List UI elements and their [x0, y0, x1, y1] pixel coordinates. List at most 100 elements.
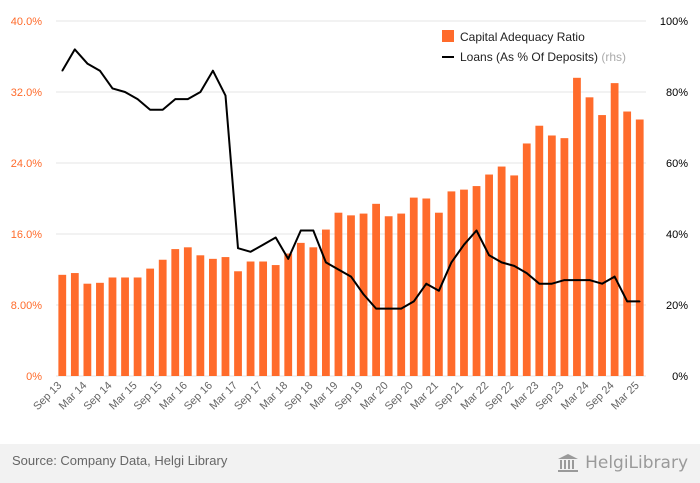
line-point: [475, 229, 478, 232]
line-point: [400, 307, 403, 310]
line-point: [387, 307, 390, 310]
bar: [497, 166, 506, 376]
line-point: [362, 293, 365, 296]
bar: [58, 274, 67, 376]
bar: [472, 186, 481, 376]
line-point: [638, 300, 641, 303]
line-point: [149, 108, 151, 111]
bar: [447, 191, 456, 376]
y-right-tick-label: 20%: [666, 300, 688, 312]
bar: [83, 283, 92, 376]
bar: [460, 189, 468, 376]
line-point: [299, 229, 302, 232]
library-icon: [558, 454, 579, 472]
line-point: [576, 279, 578, 281]
line-point: [274, 236, 277, 239]
line-point: [262, 243, 264, 246]
y-right-tick-label: 40%: [666, 229, 688, 241]
line-point: [337, 268, 340, 271]
bar: [234, 271, 242, 376]
line-point: [174, 98, 177, 100]
line-point: [350, 275, 352, 278]
line-point: [375, 307, 377, 310]
legend-rhs-suffix: (rhs): [601, 50, 626, 64]
y-left-tick-label: 0%: [26, 371, 42, 383]
y-left-tick-label: 40.0%: [11, 16, 42, 28]
line-point: [463, 243, 465, 246]
line-point: [237, 247, 239, 249]
bar: [409, 197, 418, 376]
line-point: [287, 258, 290, 260]
source-note: Source: Company Data, Helgi Library: [12, 453, 228, 468]
y-left-tick-label: 16.0%: [11, 229, 42, 241]
line-point: [111, 87, 114, 90]
footer: Source: Company Data, Helgi Library Helg…: [0, 444, 700, 483]
line-point: [450, 261, 453, 264]
bar: [271, 265, 280, 376]
line-point: [438, 290, 440, 292]
bar: [246, 261, 255, 376]
line-point: [412, 300, 415, 303]
bar: [209, 258, 217, 376]
line-point: [613, 275, 616, 278]
y-left-tick-label: 8.00%: [11, 300, 42, 312]
bar: [422, 198, 431, 376]
bar: [384, 216, 393, 376]
legend-swatch-bar: [442, 30, 454, 42]
chart-svg: 0% 8.00% 16.0% 24.0% 32.0% 40.0% 0% 20% 40% 60% 80…: [11, 16, 688, 413]
bar: [296, 242, 305, 376]
y-left-tick-label: 32.0%: [11, 87, 42, 99]
line-point: [488, 254, 490, 257]
x-tick-label: Mar 25: [609, 380, 642, 413]
line-point: [425, 282, 428, 285]
bar: [108, 277, 117, 376]
bar: [259, 261, 268, 376]
line-point: [563, 279, 566, 281]
bar: [598, 115, 606, 376]
line-point: [99, 69, 101, 72]
line-point: [626, 300, 628, 303]
bar: [560, 138, 569, 376]
line-point: [312, 229, 315, 232]
bar: [547, 135, 556, 376]
legend-label-loans: Loans (As % Of Deposits) (rhs): [460, 50, 626, 64]
line-point: [513, 265, 515, 267]
line-point: [61, 69, 64, 72]
line-point: [224, 94, 227, 97]
bar: [196, 255, 205, 376]
bar: [573, 77, 581, 377]
line-point: [538, 282, 541, 285]
bar: [510, 175, 519, 376]
y-right-tick-label: 100%: [660, 16, 688, 28]
legend-label-capital-adequacy: Capital Adequacy Ratio: [460, 30, 585, 44]
line-point: [212, 69, 214, 72]
y-left-tick-label: 24.0%: [11, 158, 42, 170]
bar: [183, 247, 192, 376]
line-point: [161, 108, 164, 111]
bar: [133, 277, 142, 376]
line-point: [588, 279, 591, 281]
bar: [96, 282, 104, 376]
y-right-tick-label: 80%: [666, 87, 688, 99]
bar: [347, 215, 355, 376]
line-point: [124, 91, 126, 93]
bar: [623, 111, 632, 377]
line-point: [500, 261, 503, 264]
line-point: [74, 48, 76, 51]
bar: [322, 229, 330, 376]
line-point: [325, 261, 327, 264]
bar: [610, 83, 619, 376]
bar: [372, 203, 380, 376]
y-right-tick-label: 60%: [666, 158, 688, 170]
bar: [146, 268, 155, 376]
bar: [635, 119, 644, 376]
line-point: [86, 62, 89, 65]
line-point: [249, 250, 252, 253]
line-point: [601, 282, 603, 285]
bar: [397, 213, 406, 376]
bar: [434, 212, 443, 376]
bar: [284, 253, 293, 376]
line-point: [551, 282, 553, 285]
bar: [158, 259, 167, 376]
